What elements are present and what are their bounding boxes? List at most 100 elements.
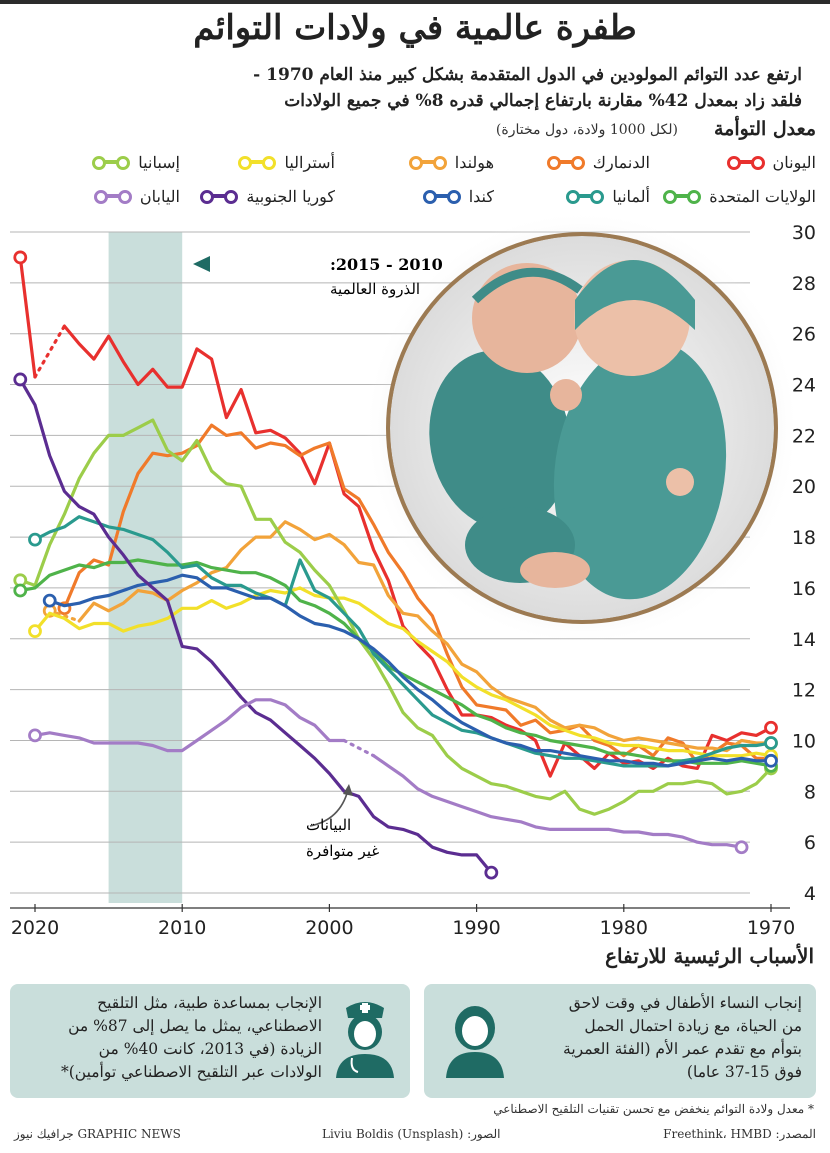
no-data-line-1: البيانات	[306, 816, 351, 834]
legend-subtitle: (لكل 1000 ولادة، دول مختارة)	[495, 122, 678, 138]
y-tick-label: 20	[792, 476, 816, 498]
footnote: * معدل ولادة التوائم ينخفض مع تحسن تقنيا…	[493, 1102, 814, 1116]
woman-icon	[446, 1006, 504, 1078]
legend-label: كوريا الجنوبية	[246, 186, 335, 206]
y-tick-label: 16	[792, 578, 816, 600]
y-tick-label: 18	[792, 527, 816, 549]
legend-label: أستراليا	[284, 152, 335, 172]
legend-item: إسبانيا	[92, 150, 180, 174]
source-credit: المصدر: Freethink، HMBD	[663, 1127, 816, 1141]
series-gap-line	[48, 609, 81, 623]
cause-1-line-1: إنجاب النساء الأطفال في وقت لاحق	[568, 994, 802, 1012]
baby-right-hood	[575, 260, 695, 330]
subtitle-line-2: فلقد زاد بمعدل 42% مقارنة بارتفاع إجمالي…	[284, 91, 802, 111]
x-tick-label: 1980	[600, 917, 648, 939]
y-tick-label: 14	[792, 629, 816, 651]
legend-label: الولايات المتحدة	[709, 186, 816, 206]
series-line	[18, 377, 493, 875]
y-tick-label: 24	[792, 375, 816, 397]
cause-1-text: إنجاب النساء الأطفال في وقت لاحق من الحي…	[510, 992, 802, 1084]
baby-left-hand	[550, 379, 582, 411]
baby-left-head	[472, 263, 582, 373]
series-line	[77, 520, 773, 753]
legend-swatch-icon	[92, 155, 131, 170]
cause-1-line-3: بتوأم مع تقدم عمر الأم (الفئة العمرية	[563, 1040, 802, 1058]
legend-item: الولايات المتحدة	[663, 184, 816, 208]
legend-item: ألمانيا	[566, 184, 650, 208]
legend-item: اليونان	[726, 150, 817, 174]
legend-swatch-icon	[422, 189, 461, 204]
series-endpoint	[13, 250, 28, 265]
y-tick-label: 4	[804, 883, 816, 905]
series-endpoint	[764, 753, 778, 768]
series-line	[18, 255, 37, 379]
series-endpoint	[484, 865, 499, 880]
legend-label: إسبانيا	[138, 152, 180, 172]
twinning-rate-chart: 2020 2010 2000 1990 1980 1970 4 6 8 10 12 14 16 18 20 2…	[10, 210, 816, 939]
page-title: طفرة عالمية في ولادات التوائم	[193, 8, 637, 48]
y-tick-label: 22	[792, 425, 816, 447]
photo-credit: الصور: Liviu Boldis (Unsplash)	[322, 1127, 501, 1141]
peak-band	[108, 232, 183, 903]
series-line	[372, 754, 744, 849]
cause-1-line-4: فوق 15-37 عاما)	[686, 1063, 802, 1081]
nurse-icon	[336, 1002, 394, 1078]
series-endpoint	[28, 728, 42, 743]
series	[13, 372, 499, 880]
cause-card-later-motherhood: إنجاب النساء الأطفال في وقت لاحق من الحي…	[424, 984, 816, 1098]
series-gap-line	[342, 738, 376, 758]
cause-1-line-2: من الحياة، مع زيادة احتمال الحمل	[584, 1017, 802, 1035]
y-tick-label: 8	[804, 781, 816, 803]
no-data-arrowhead	[343, 784, 353, 796]
no-data-line-2: غير متوافرة	[306, 842, 379, 860]
legend-label: كندا	[468, 186, 494, 206]
series-endpoint	[13, 372, 28, 387]
legend-swatch-icon	[408, 155, 447, 170]
legend-label: اليونان	[772, 152, 817, 172]
series-line	[62, 324, 773, 778]
series-endpoint	[28, 624, 42, 639]
series-endpoint	[764, 736, 778, 750]
peak-label-years: 2010 - 2015:	[330, 255, 443, 274]
series-line	[33, 515, 773, 768]
legend-swatch-icon	[566, 189, 605, 204]
series	[28, 586, 778, 763]
legend-swatch-icon	[238, 155, 277, 170]
series	[28, 515, 778, 768]
series-endpoint	[42, 593, 57, 608]
baby-left-body	[429, 350, 571, 530]
series	[13, 250, 778, 778]
peak-marker-icon	[193, 256, 210, 272]
twin-babies-photo	[364, 210, 800, 646]
annotations: 2010 - 2015: الذروة العالمية البيانات غي…	[193, 255, 443, 860]
y-tick-label: 30	[792, 222, 816, 244]
y-tick-label: 10	[792, 730, 816, 752]
series-endpoint	[764, 720, 778, 735]
baby-right-hand	[666, 468, 694, 496]
cause-2-line-3: الزيادة (في 2013، كانت 40% من	[98, 1040, 322, 1058]
legend-swatch-icon	[726, 155, 765, 170]
series	[28, 698, 749, 855]
legend-item: اليابان	[93, 184, 180, 208]
y-tick-label: 12	[792, 680, 816, 702]
legend-item: كوريا الجنوبية	[200, 184, 335, 208]
cause-2-line-2: الاصطناعي، يمثل ما يصل إلى 87% من	[68, 1017, 322, 1035]
legend-swatch-icon	[663, 189, 702, 204]
y-tick-label: 6	[804, 832, 816, 854]
cause-2-line-1: الإنجاب بمساعدة طبية، مثل التلقيح	[97, 994, 322, 1012]
x-tick-label: 2020	[11, 917, 59, 939]
y-tick-label: 26	[792, 324, 816, 346]
legend-item: هولندا	[408, 150, 494, 174]
y-tick-label: 28	[792, 273, 816, 295]
legend-label: اليابان	[139, 186, 180, 206]
legend-label: الدنمارك	[592, 152, 650, 172]
series	[13, 250, 778, 880]
legend-label: ألمانيا	[612, 186, 650, 206]
no-data-arrow	[309, 789, 349, 827]
subtitle: ارتفع عدد التوائم المولودين في الدول الم…	[82, 62, 802, 114]
legend-swatch-icon	[200, 189, 239, 204]
brand-credit: GRAPHIC NEWS جرافيك نيوز	[14, 1127, 181, 1141]
peak-band-rect	[108, 232, 183, 903]
legend-title: معدل التوأمة	[714, 118, 816, 140]
causes-title: الأسباب الرئيسية للارتفاع	[605, 944, 814, 968]
